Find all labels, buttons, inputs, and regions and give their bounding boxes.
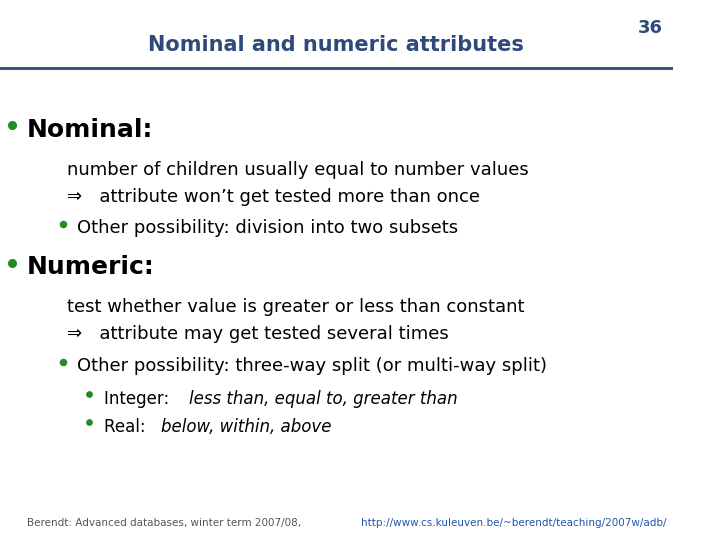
Text: Numeric:: Numeric:	[27, 255, 155, 279]
Text: Real:: Real:	[104, 417, 151, 436]
Text: Integer:: Integer:	[104, 389, 175, 408]
Text: test whether value is greater or less than constant: test whether value is greater or less th…	[67, 298, 525, 316]
Text: less than, equal to, greater than: less than, equal to, greater than	[189, 389, 458, 408]
Text: ⇒   attribute may get tested several times: ⇒ attribute may get tested several times	[67, 325, 449, 343]
Text: Nominal:: Nominal:	[27, 118, 153, 141]
Text: 36: 36	[638, 19, 662, 37]
Text: ⇒   attribute won’t get tested more than once: ⇒ attribute won’t get tested more than o…	[67, 188, 480, 206]
Text: Other possibility: division into two subsets: Other possibility: division into two sub…	[77, 219, 459, 237]
Text: number of children usually equal to number values: number of children usually equal to numb…	[67, 161, 529, 179]
Text: Other possibility: three-way split (or multi-way split): Other possibility: three-way split (or m…	[77, 357, 547, 375]
Text: Nominal and numeric attributes: Nominal and numeric attributes	[148, 35, 524, 55]
Text: below, within, above: below, within, above	[161, 417, 331, 436]
Text: Berendt: Advanced databases, winter term 2007/08,: Berendt: Advanced databases, winter term…	[27, 518, 305, 528]
Text: http://www.cs.kuleuven.be/~berendt/teaching/2007w/adb/: http://www.cs.kuleuven.be/~berendt/teach…	[361, 518, 667, 528]
